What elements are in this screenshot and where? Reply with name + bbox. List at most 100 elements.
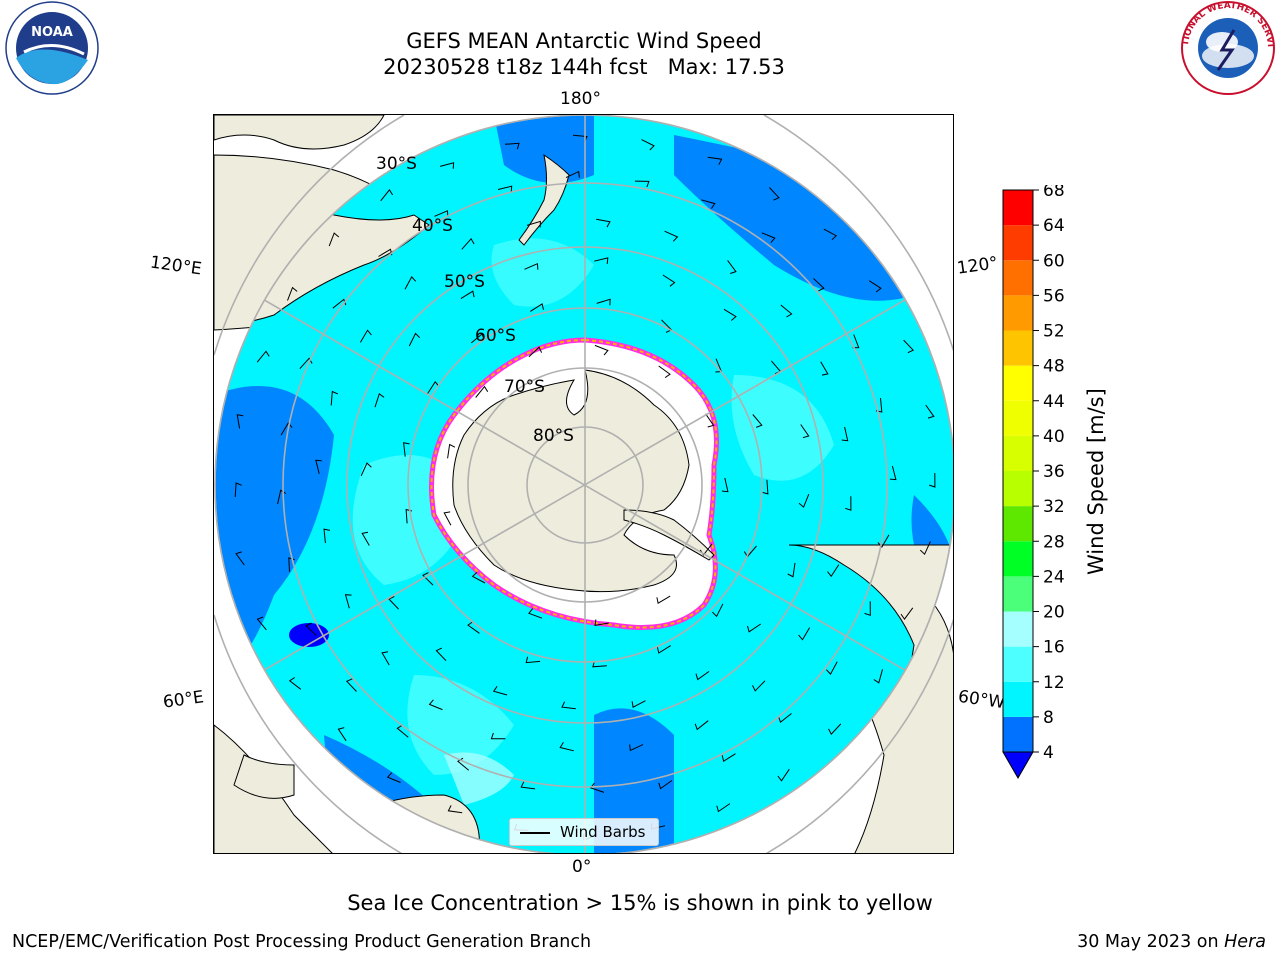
wind-barb [723,308,737,321]
sea-ice-note: Sea Ice Concentration > 15% is shown in … [347,891,933,915]
wind-barb [435,647,447,662]
wind-barb [337,727,347,742]
meridian-120 [215,270,953,700]
wind-barb [747,623,761,633]
wind-barb [656,645,671,654]
colorbar-segment [1003,260,1033,296]
wind-barb [826,661,838,675]
colorbar-tick-label: 4 [1043,743,1054,763]
wind-barb [381,651,390,666]
lon-label-180: 180° [560,89,601,109]
wind-barb [596,298,611,306]
colorbar-tick-label: 68 [1043,185,1065,201]
wind-barb [716,803,731,813]
wind-barb [236,414,244,429]
wind-barb [641,139,655,151]
wind-barb [823,228,838,241]
wind-barb [235,551,245,566]
graticule [215,115,953,853]
wind-barb [492,686,508,696]
wind-band [491,238,594,307]
colorbar-segment [1003,400,1033,436]
wind-barb [447,805,463,814]
wind-barb [380,189,394,202]
wind-barb [471,571,486,584]
lon-label-0: 0° [572,857,592,877]
wind-barb [256,350,270,363]
wind-barb [868,280,882,293]
wind-barb [712,603,724,618]
wind-barb [460,290,475,300]
wind-barb [427,380,440,394]
wind-barb [777,768,790,782]
lon-label-120w: 120° [955,253,1000,279]
colorbar-tick-label: 40 [1043,427,1065,447]
wind-barb [422,572,434,586]
colorbar-tick-label: 32 [1043,497,1065,517]
colorbar-segment [1003,225,1033,261]
colorbar-segment [1003,541,1033,577]
lat-label-50: 50°S [444,272,485,292]
lon-label-60w: 60°W [956,686,1007,714]
wind-barb [386,772,401,783]
wind-barb [361,531,370,546]
wind-barb [490,732,506,740]
colorbar-tick-label: 20 [1043,603,1065,623]
wind-barb [404,276,417,290]
wind-barb [497,185,513,193]
colorbar-tick-label: 12 [1043,673,1065,693]
wind-barb [798,627,811,641]
colorbar-segment [1003,681,1033,717]
wind-barb [919,541,931,556]
colorbar-under-arrow [1002,751,1034,780]
wind-barb [658,780,673,790]
colorbar-segment [1003,295,1033,331]
wind-barb [864,601,871,616]
colorbar-segment [1003,190,1033,226]
wind-barb [828,723,842,735]
colorbar-tick-label: 60 [1043,251,1065,271]
wind-barb [594,344,609,356]
wind-barb [315,459,322,474]
new-zealand [518,153,570,246]
colorbar-tick-label: 8 [1043,708,1054,728]
wind-barb [589,782,605,793]
wind-barb [434,210,449,217]
wind-barb [800,424,810,439]
wind-barb [344,594,352,609]
sea-ice-edge [430,338,718,629]
wind-barb [520,781,536,790]
colorbar-tick-label: 48 [1043,357,1065,377]
wind-barb [845,496,852,511]
lon-label-60e: 60°E [161,687,206,713]
wind-barb [277,489,287,505]
wind-barb [457,757,470,771]
wind-barb [780,304,793,318]
map-title: GEFS MEAN Antarctic Wind Speed [406,29,762,53]
wind-barb [288,677,302,690]
colorbar-segment [1003,330,1033,366]
wind-band [494,115,594,183]
lat-label-60: 60°S [475,326,516,346]
wind-barb [761,479,769,495]
colorbar-segment [1003,611,1033,647]
wind-barb [360,462,372,477]
colorbar-segment [1003,506,1033,542]
wind-barb [428,699,443,711]
wind-barbs [234,134,936,841]
wind-barb [903,339,915,354]
wind-barb [256,616,267,631]
colorbar-segment [1003,576,1033,612]
colorbar-tick-label: 52 [1043,322,1065,342]
wind-barb [439,162,455,169]
wind-barb [634,180,650,188]
wind-barb [694,720,709,731]
wind-barb [827,564,840,578]
wind-barb [332,298,347,309]
colorbar-tick-label: 28 [1043,532,1065,552]
wind-barb [929,472,936,488]
wind-band [407,675,514,775]
wind-barb-legend-line [520,832,550,834]
wind-barb [470,333,485,344]
